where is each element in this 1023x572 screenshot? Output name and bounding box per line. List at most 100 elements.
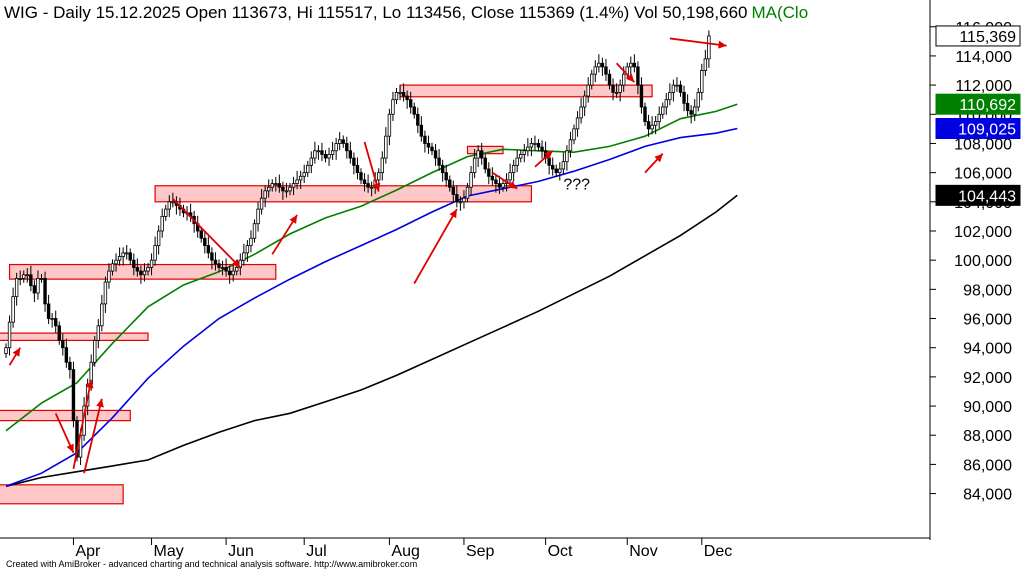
candle-body — [281, 186, 285, 192]
candle-body — [419, 124, 424, 137]
arrow-head — [626, 73, 635, 83]
arrow-shaft — [83, 398, 103, 474]
annotation-label: ??? — [563, 176, 590, 193]
zone-rect — [8, 263, 277, 280]
candle-body — [685, 102, 690, 112]
candle-body — [401, 92, 406, 97]
candle-body — [167, 201, 171, 210]
candle-body — [586, 84, 590, 97]
arrow-head — [289, 214, 298, 224]
candle-body — [7, 321, 12, 349]
ma-blue-line — [5, 127, 738, 488]
candle-body — [508, 172, 512, 181]
candle-body — [465, 186, 470, 199]
candle-body — [433, 150, 438, 159]
candle-body — [139, 270, 143, 276]
value-tag-bg — [935, 118, 1021, 140]
candle-body — [306, 164, 310, 174]
x-tick-label: Apr — [75, 543, 101, 560]
candle-body — [533, 143, 537, 145]
x-tick-label: Oct — [548, 543, 573, 560]
candle-body — [327, 153, 331, 159]
candle-body — [380, 157, 384, 174]
zone-rect — [0, 484, 124, 505]
moving-averages — [5, 103, 738, 488]
candle-body — [149, 259, 154, 268]
candle-body — [341, 139, 345, 144]
candle-body — [259, 197, 264, 210]
candle-body — [693, 106, 697, 115]
candle-body — [547, 157, 551, 166]
candle-body — [249, 237, 253, 246]
candle-body — [408, 99, 413, 108]
candle-body — [522, 150, 526, 155]
candle-body — [29, 274, 33, 287]
candle-body — [384, 135, 388, 159]
candle-body — [277, 183, 282, 188]
candle-body — [590, 73, 594, 86]
candle-body — [355, 164, 360, 174]
arrow-head — [372, 182, 381, 192]
candle-body — [171, 201, 175, 204]
candle-body — [636, 66, 640, 86]
candle-body — [217, 263, 221, 268]
candle-body — [494, 179, 498, 184]
y-tick-label: 90,000 — [963, 399, 1012, 416]
arrow-shaft — [363, 141, 380, 192]
value-tag-bg — [935, 25, 1021, 47]
candle-body — [14, 277, 19, 298]
x-tick-label: Dec — [704, 543, 732, 560]
candle-body — [114, 259, 118, 265]
y-tick-label: 102,000 — [954, 224, 1012, 241]
candle-body — [337, 139, 342, 144]
candle-body — [274, 183, 278, 185]
candle-body — [22, 274, 26, 279]
candle-body — [572, 128, 576, 141]
candle-body — [579, 106, 583, 119]
candle-body — [440, 164, 445, 174]
candle-body — [345, 143, 349, 152]
candle-body — [39, 277, 44, 280]
y-tick-label: 114,000 — [955, 49, 1012, 66]
candle-body — [664, 99, 668, 108]
candle-body — [242, 252, 246, 261]
y-tick-label: 108,000 — [954, 136, 1012, 153]
candle-body — [50, 318, 54, 320]
candle-body — [256, 208, 260, 225]
value-tag-label: 104,443 — [958, 188, 1016, 205]
candle-body — [451, 186, 455, 195]
candle-body — [125, 252, 129, 255]
candle-body — [497, 183, 502, 188]
x-tick-label: Sep — [466, 543, 495, 560]
candle-body — [164, 208, 168, 217]
arrow-head — [654, 153, 663, 163]
candle-body — [458, 201, 463, 204]
candle-body — [444, 172, 448, 181]
arrow-head — [96, 398, 104, 408]
value-tags: 115,369 110,692 109,025 104,443 — [935, 25, 1021, 206]
candle-body — [476, 150, 480, 159]
candle-body — [582, 95, 587, 108]
y-tick-label: 92,000 — [963, 370, 1012, 387]
candle-body — [526, 146, 530, 152]
candle-body — [437, 157, 441, 166]
candle-body — [245, 245, 250, 254]
candle-body — [462, 197, 466, 203]
y-tick-label: 84,000 — [963, 487, 1012, 504]
candle-body — [54, 318, 58, 327]
candle-body — [604, 66, 608, 75]
candle-body — [156, 230, 161, 246]
candle-body — [391, 99, 395, 115]
candle-body — [448, 179, 452, 188]
candle-body — [25, 274, 29, 277]
candle-body — [135, 267, 140, 272]
candle-body — [558, 168, 562, 174]
candle-body — [597, 62, 601, 68]
candle-body — [71, 369, 76, 422]
candle-body — [554, 168, 558, 174]
candle-body — [519, 153, 523, 159]
value-tag-bg — [935, 184, 1021, 206]
candle-body — [210, 252, 214, 261]
arrow-head — [85, 379, 94, 389]
candle-body — [614, 92, 619, 94]
